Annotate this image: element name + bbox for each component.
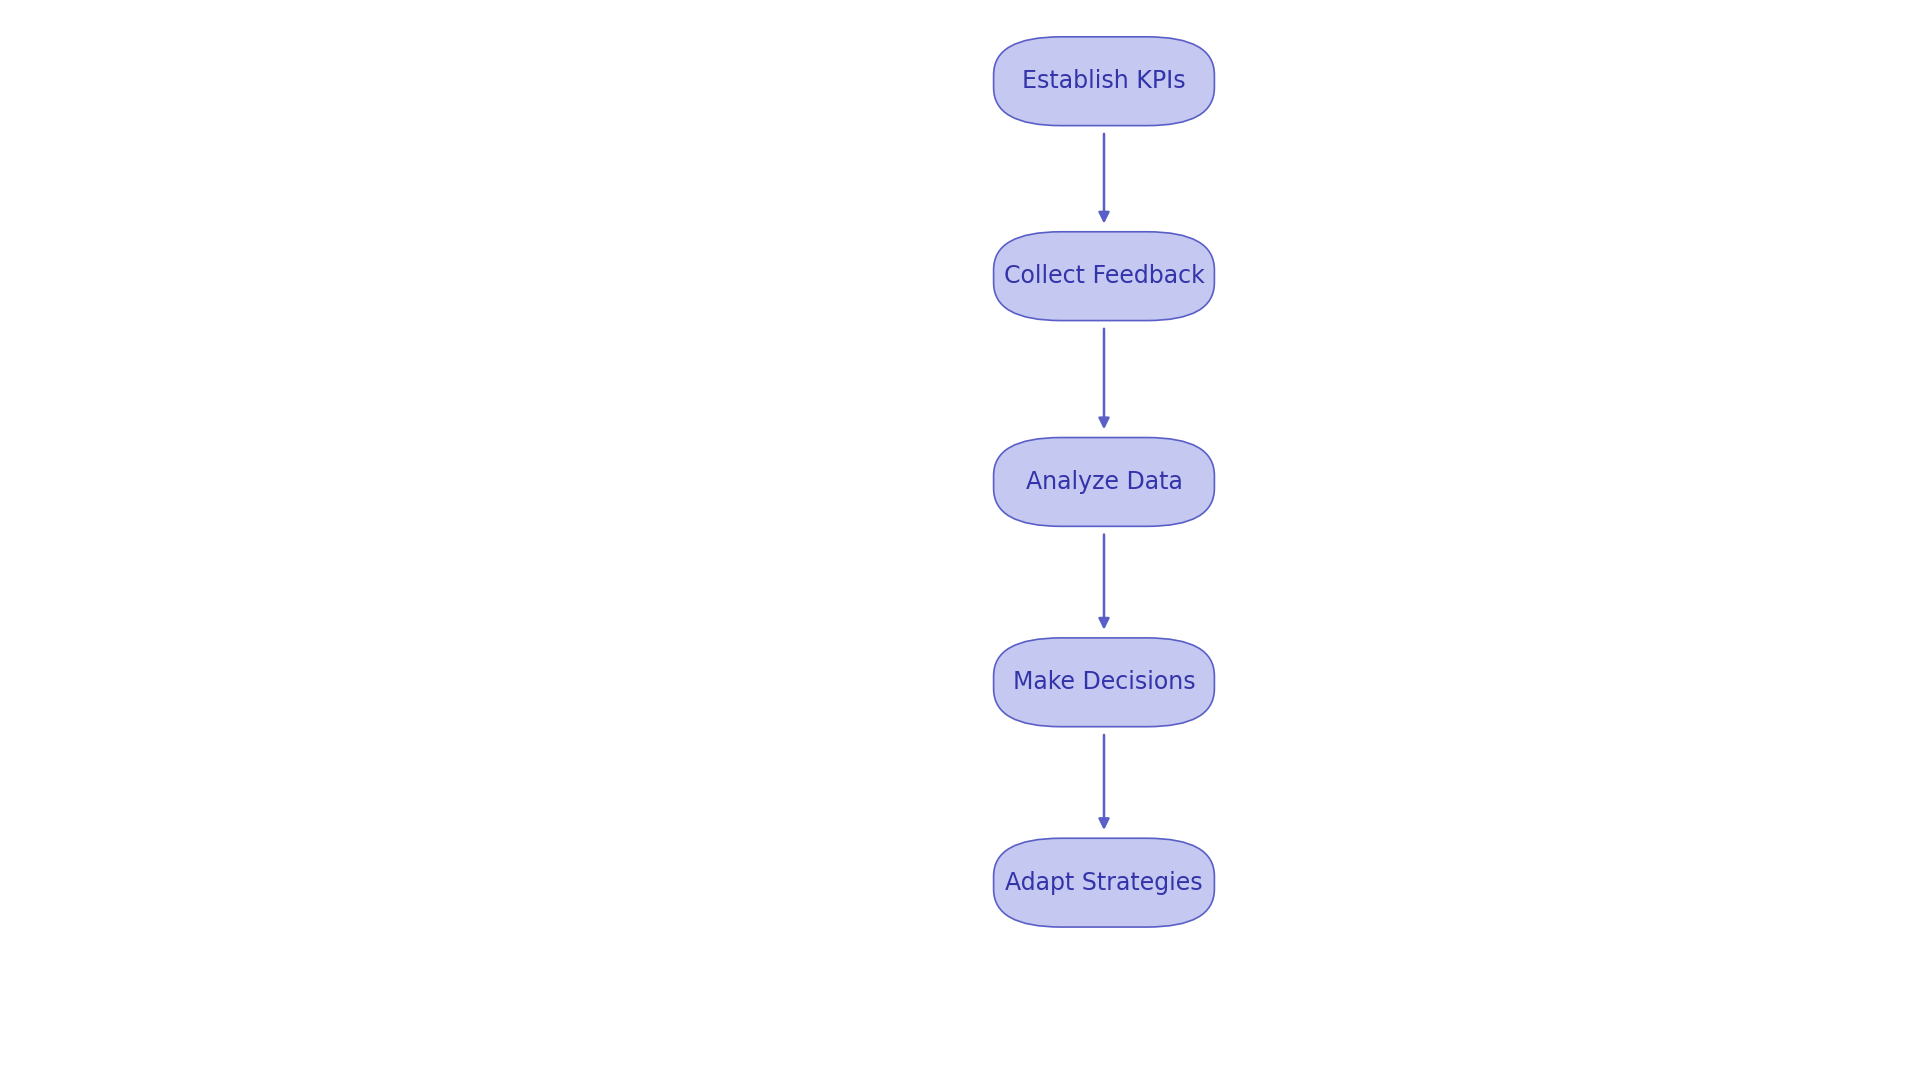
Text: Make Decisions: Make Decisions — [1012, 670, 1196, 694]
Text: Collect Feedback: Collect Feedback — [1004, 264, 1204, 288]
FancyBboxPatch shape — [995, 638, 1213, 727]
FancyBboxPatch shape — [995, 232, 1213, 321]
FancyBboxPatch shape — [995, 37, 1213, 126]
Text: Analyze Data: Analyze Data — [1025, 470, 1183, 494]
Text: Establish KPIs: Establish KPIs — [1021, 69, 1187, 93]
Text: Adapt Strategies: Adapt Strategies — [1006, 871, 1202, 895]
FancyBboxPatch shape — [995, 438, 1213, 526]
FancyBboxPatch shape — [995, 838, 1213, 927]
